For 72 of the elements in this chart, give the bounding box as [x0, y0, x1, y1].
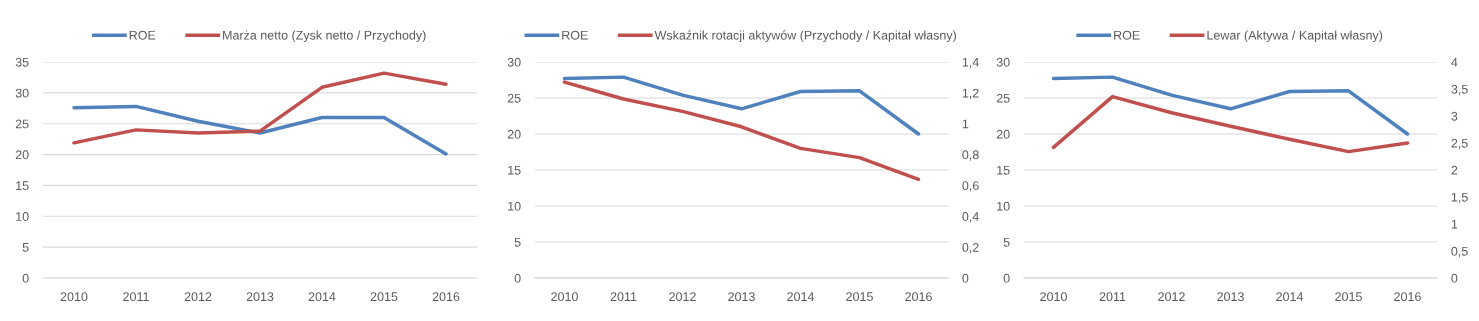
y-tick-label: 30 [507, 57, 521, 67]
y-tick-label: 5 [1003, 237, 1010, 247]
y2-tick-label: 1 [962, 119, 969, 129]
legend-label: Lewar (Aktywa / Kapitał własny) [1207, 30, 1383, 43]
x-tick-label: 2016 [905, 292, 932, 302]
x-tick-label: 2016 [1394, 292, 1421, 302]
y2-tick-label: 1,2 [962, 88, 979, 99]
legend-label: Wskaźnik rotacji aktywów (Przychody / Kapitał własny) [654, 30, 956, 43]
y-tick-label: 20 [507, 129, 521, 139]
x-tick-label: 2015 [846, 292, 873, 302]
y2-tick-label: 2 [1451, 165, 1458, 175]
line-series [562, 80, 921, 181]
x-tick-label: 2013 [1217, 292, 1244, 302]
y2-tick-label: 1 [1451, 219, 1458, 229]
x-tick-label: 2015 [370, 292, 398, 302]
y2-tick-label: 0 [1451, 273, 1458, 283]
y2-tick-label: 1,4 [962, 57, 979, 69]
x-tick-label: 2010 [60, 292, 88, 302]
y-tick-label: 25 [996, 93, 1010, 103]
x-tick-label: 2010 [1040, 292, 1067, 302]
line-series [562, 75, 921, 136]
y-tick-label: 25 [507, 93, 521, 103]
y2-tick-label: 0,6 [962, 181, 979, 192]
line-series [1051, 94, 1410, 154]
y2-tick-label: 3 [1451, 111, 1458, 121]
line-series [1051, 75, 1410, 136]
x-tick-label: 2014 [787, 292, 815, 302]
y-tick-label: 25 [15, 119, 29, 129]
y2-tick-label: 0,4 [962, 212, 979, 223]
x-tick-label: 2011 [123, 292, 149, 302]
y-tick-label: 0 [22, 273, 29, 283]
y2-tick-label: 1,5 [1451, 192, 1468, 204]
y2-tick-label: 4 [1451, 57, 1458, 67]
x-tick-label: 2014 [1276, 292, 1304, 302]
y-tick-label: 0 [514, 273, 521, 283]
x-tick-label: 2012 [669, 292, 696, 302]
x-tick-label: 2015 [1335, 292, 1362, 302]
x-tick-label: 2013 [246, 292, 274, 302]
y-tick-label: 10 [997, 201, 1010, 211]
x-tick-label: 2013 [728, 292, 755, 302]
y-tick-label: 35 [15, 57, 29, 67]
legend-label: ROE [562, 30, 588, 40]
x-tick-label: 2016 [432, 292, 460, 302]
y2-tick-label: 0,2 [962, 242, 979, 254]
y2-tick-label: 2,5 [1451, 138, 1468, 150]
y2-tick-label: 3,5 [1451, 84, 1468, 96]
y-tick-label: 30 [996, 57, 1010, 67]
y-tick-label: 10 [16, 212, 29, 221]
x-tick-label: 2012 [184, 292, 212, 302]
y-tick-label: 15 [508, 165, 521, 175]
x-tick-label: 2012 [1158, 292, 1185, 302]
y-tick-label: 15 [16, 181, 29, 191]
y-tick-label: 20 [15, 150, 29, 160]
y-tick-label: 30 [15, 88, 29, 98]
y2-tick-label: 0,5 [1451, 246, 1468, 258]
y2-tick-label: 0 [962, 273, 969, 283]
y-tick-label: 10 [508, 201, 521, 211]
x-tick-label: 2014 [308, 292, 336, 302]
x-tick-label: 2011 [610, 292, 637, 302]
x-tick-label: 2011 [1099, 292, 1126, 302]
legend-label: Marża netto (Zysk netto / Przychody) [223, 30, 426, 43]
y-tick-label: 0 [1003, 273, 1010, 283]
y-tick-label: 20 [996, 129, 1010, 139]
y-tick-label: 15 [997, 165, 1010, 175]
y-tick-label: 5 [514, 237, 521, 247]
legend-label: ROE [1114, 30, 1140, 40]
line-series [72, 104, 448, 156]
y2-tick-label: 0,8 [962, 150, 979, 161]
x-tick-label: 2010 [551, 292, 578, 302]
line-series [72, 71, 448, 145]
y-tick-label: 5 [22, 243, 29, 252]
legend-label: ROE [129, 30, 156, 40]
